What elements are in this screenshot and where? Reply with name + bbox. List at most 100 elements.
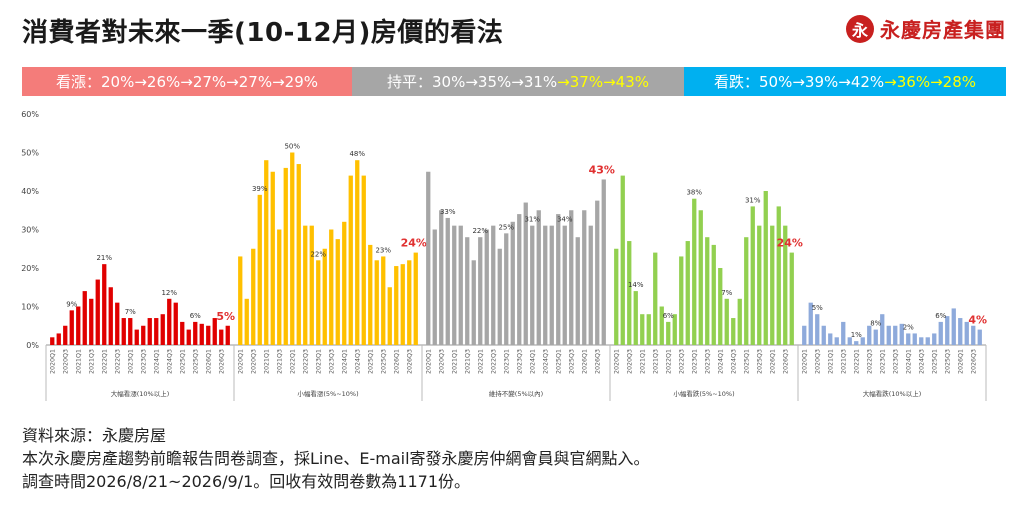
x-tick-label: 2022Q3 <box>114 349 121 374</box>
bar <box>653 252 658 345</box>
bar <box>906 333 911 345</box>
bar <box>919 337 924 345</box>
arrow-icon: → <box>838 72 851 91</box>
data-label: 8% <box>870 320 881 328</box>
x-tick-label: 2025Q1 <box>367 349 374 374</box>
banner-value: 27% <box>238 72 273 91</box>
arrow-icon: → <box>226 72 239 91</box>
x-tick-label: 2020Q3 <box>250 349 257 374</box>
banner-value: 29% <box>284 72 319 91</box>
bar <box>264 160 269 345</box>
arrow-icon: → <box>884 72 897 91</box>
bar <box>854 341 859 345</box>
x-tick-label: 2022Q3 <box>490 349 497 374</box>
bar <box>873 329 878 345</box>
x-tick-label: 2025Q1 <box>555 349 562 374</box>
x-tick-label: 2025Q1 <box>179 349 186 374</box>
bar <box>711 244 716 345</box>
x-tick-label: 2023Q1 <box>879 349 886 374</box>
bar <box>685 241 690 345</box>
data-label: 7% <box>125 308 136 316</box>
data-label: 50% <box>284 143 300 151</box>
x-tick-label: 2022Q1 <box>853 349 860 374</box>
x-tick-label: 2025Q3 <box>192 349 199 374</box>
x-tick-label: 2024Q3 <box>918 349 925 374</box>
bar <box>549 225 554 345</box>
data-label: 12% <box>161 289 177 297</box>
bar <box>89 298 94 345</box>
banner-value: 30% <box>431 72 466 91</box>
bar <box>614 248 619 345</box>
group-label: 小幅看跌(5%~10%) <box>673 389 734 398</box>
banner-fall: 看跌： 50% → 39% → 42% → 36% → 28% <box>684 67 1006 96</box>
banner-value: 50% <box>758 72 793 91</box>
data-label: 6% <box>190 312 201 320</box>
bar <box>95 279 100 345</box>
x-tick-label: 2025Q3 <box>568 349 575 374</box>
latest-value-label: 4% <box>968 314 987 327</box>
bar <box>951 308 956 345</box>
bar <box>536 210 541 345</box>
bar <box>750 206 755 345</box>
data-label: 38% <box>686 189 702 197</box>
banner-value: 35% <box>477 72 512 91</box>
x-tick-label: 2026Q3 <box>782 349 789 374</box>
x-tick-label: 2026Q3 <box>406 349 413 374</box>
arrow-icon: → <box>557 72 570 91</box>
x-tick-label: 2020Q1 <box>425 349 432 374</box>
x-tick-label: 2026Q3 <box>970 349 977 374</box>
x-tick-label: 2026Q1 <box>581 349 588 374</box>
bar <box>971 325 976 345</box>
bar <box>309 225 314 345</box>
bar <box>160 314 165 345</box>
y-tick-label: 0% <box>26 341 39 350</box>
bar <box>763 191 768 345</box>
bar <box>147 318 152 345</box>
x-tick-label: 2024Q1 <box>905 349 912 374</box>
bar <box>225 325 230 345</box>
x-tick-label: 2022Q3 <box>678 349 685 374</box>
banner-value: 27% <box>192 72 227 91</box>
bar <box>387 287 392 345</box>
bar <box>465 237 470 345</box>
bar <box>977 329 982 345</box>
bar <box>679 256 684 345</box>
x-tick-label: 2022Q3 <box>302 349 309 374</box>
bar <box>925 337 930 345</box>
x-tick-label: 2024Q1 <box>341 349 348 374</box>
y-tick-label: 10% <box>21 303 39 312</box>
bar <box>620 175 625 345</box>
bar <box>504 233 509 345</box>
bar <box>439 210 444 345</box>
x-tick-label: 2024Q3 <box>542 349 549 374</box>
data-label: 31% <box>745 196 761 204</box>
source-line: 資料來源：永慶房屋 <box>22 426 167 445</box>
group-label: 小幅看漲(5%~10%) <box>297 389 358 398</box>
x-tick-label: 2023Q3 <box>704 349 711 374</box>
latest-value-label: 24% <box>777 237 803 250</box>
arrow-icon: → <box>465 72 478 91</box>
banner-label: 看跌： <box>713 73 759 91</box>
x-tick-label: 2020Q3 <box>814 349 821 374</box>
bar <box>834 337 839 345</box>
bar <box>517 214 522 345</box>
x-tick-label: 2024Q1 <box>153 349 160 374</box>
arrow-icon: → <box>272 72 285 91</box>
bar <box>407 260 412 345</box>
bar <box>413 252 418 345</box>
x-tick-label: 2021Q3 <box>276 349 283 374</box>
bar <box>737 298 742 345</box>
bar <box>789 252 794 345</box>
x-tick-label: 2026Q1 <box>769 349 776 374</box>
x-tick-label: 2025Q3 <box>380 349 387 374</box>
bar <box>219 329 224 345</box>
data-label: 34% <box>557 216 573 224</box>
data-label: 9% <box>66 300 77 308</box>
bar <box>458 225 463 345</box>
bar <box>484 229 489 345</box>
banner-value: 20% <box>100 72 135 91</box>
x-tick-label: 2025Q1 <box>743 349 750 374</box>
x-tick-label: 2022Q1 <box>101 349 108 374</box>
bar <box>595 200 600 345</box>
bar <box>167 298 172 345</box>
